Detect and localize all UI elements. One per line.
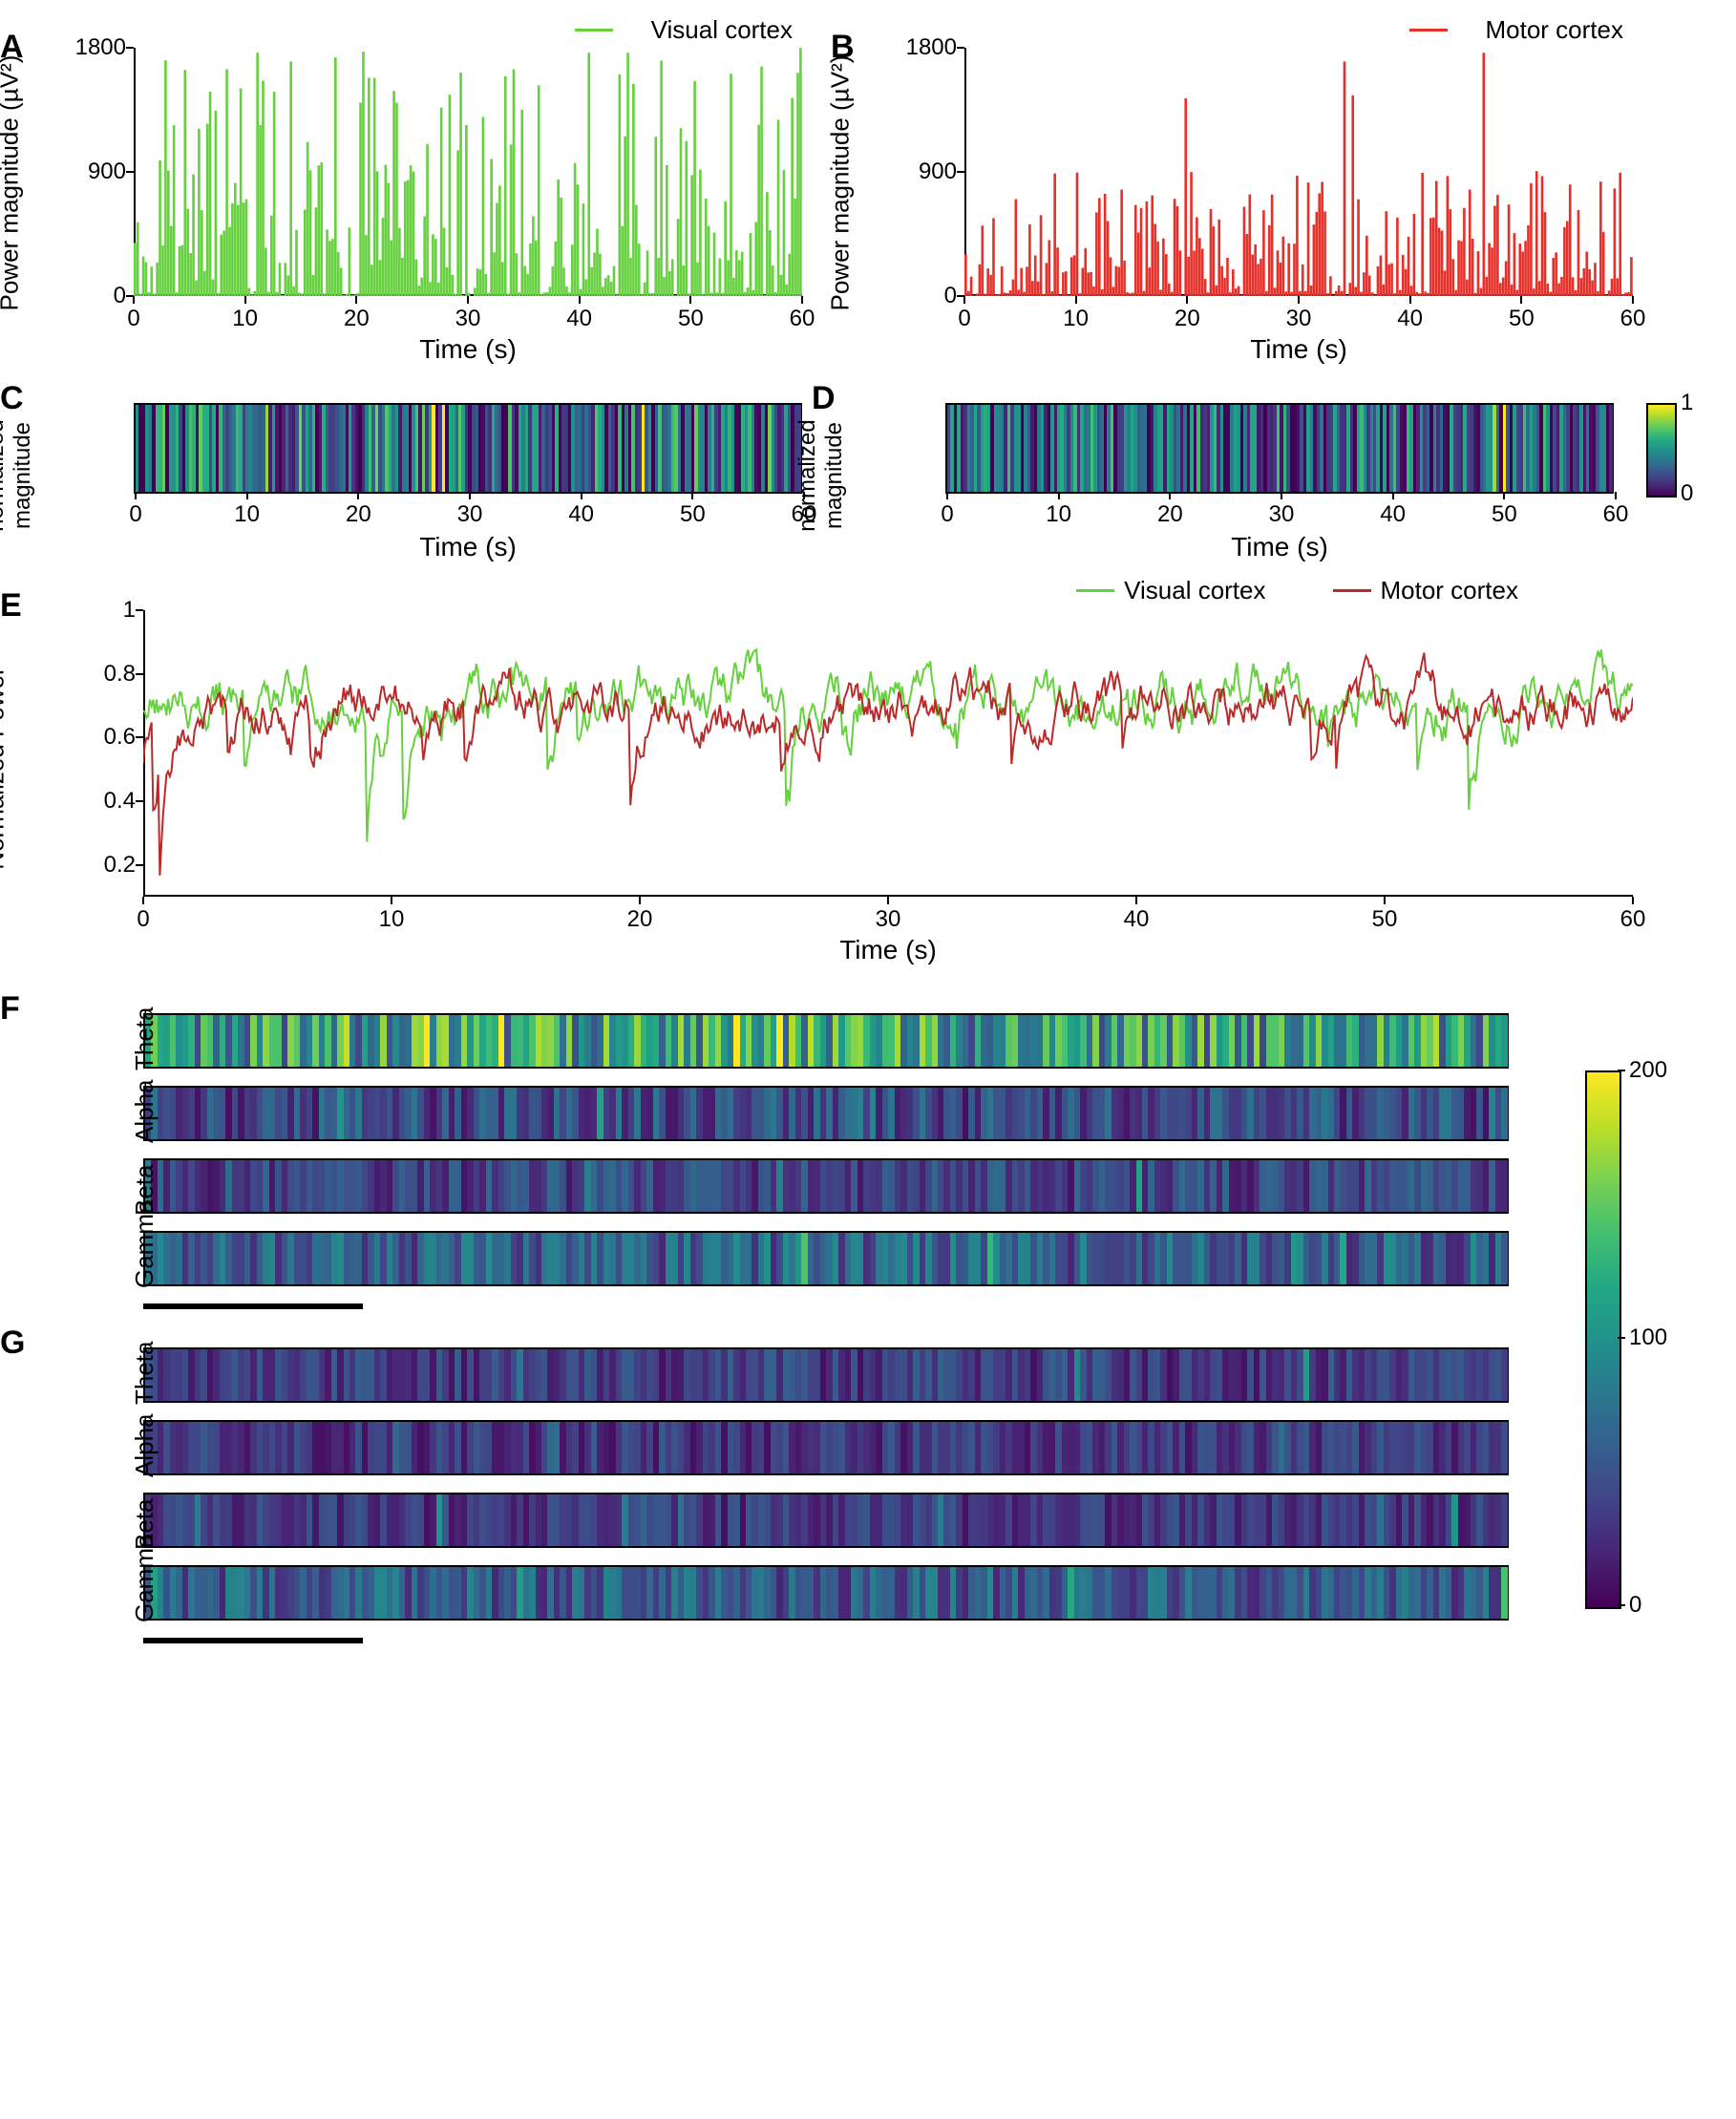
panel-letter: G xyxy=(0,1324,25,1362)
panel-F: FThetaAlphaBetaGamma xyxy=(38,1013,1537,1309)
x-axis-title: Time (s) xyxy=(945,532,1614,562)
panel-G: GThetaAlphaBetaGamma xyxy=(38,1347,1537,1643)
band-theta: Theta xyxy=(143,1013,1509,1069)
y-axis-title: normalizedmagnitude xyxy=(794,390,848,562)
band-beta: Beta xyxy=(143,1158,1509,1214)
band-label: Alpha xyxy=(130,1080,159,1144)
panel-A: APower magnitude (µV²)090018000102030405… xyxy=(38,48,821,365)
legend: Motor cortex xyxy=(1409,15,1624,45)
x-axis-title: Time (s) xyxy=(134,334,802,365)
band-label: Gamma xyxy=(130,1535,159,1622)
y-axis-title: Power magnitude (µV²) xyxy=(826,63,856,311)
scale-bar xyxy=(143,1303,363,1309)
band-label: Alpha xyxy=(130,1414,159,1478)
band-theta: Theta xyxy=(143,1347,1509,1403)
panel-E: ENormalized Power0.20.40.60.810102030405… xyxy=(38,610,1662,965)
colorbar-normalized-power: 01normalizedPower xyxy=(1646,403,1736,541)
panel-C: Cnormalizedmagnitude0102030405060Time (s… xyxy=(38,403,802,562)
panel-letter: F xyxy=(0,990,20,1028)
y-axis-title: normalizedmagnitude xyxy=(0,390,36,562)
band-label: Theta xyxy=(130,1007,159,1071)
band-label: Theta xyxy=(130,1342,159,1406)
scale-bar xyxy=(143,1638,363,1643)
legend-label: Motor cortex xyxy=(1486,15,1624,45)
x-axis-title: Time (s) xyxy=(134,532,802,562)
panel-letter: E xyxy=(0,587,22,625)
legend-label: Visual cortex xyxy=(651,15,793,45)
band-alpha: Alpha xyxy=(143,1420,1509,1475)
panel-D: Dnormalizedmagnitude0102030405060Time (s… xyxy=(850,403,1633,562)
legend: Visual cortexMotor cortex xyxy=(1076,576,1556,605)
band-gamma: Gamma xyxy=(143,1231,1509,1286)
legend: Visual cortex xyxy=(575,15,793,45)
colorbar-power-magnitude: 0100200Power magnitude (µV²) xyxy=(1585,1070,1732,1605)
x-axis-title: Time (s) xyxy=(964,334,1633,365)
y-axis-title: Normalized Power xyxy=(0,645,11,893)
band-gamma: Gamma xyxy=(143,1565,1509,1621)
panel-B: BPower magnitude (µV²)090018000102030405… xyxy=(869,48,1652,365)
band-alpha: Alpha xyxy=(143,1086,1509,1141)
band-beta: Beta xyxy=(143,1493,1509,1548)
y-axis-title: Power magnitude (µV²) xyxy=(0,63,25,311)
x-axis-title: Time (s) xyxy=(143,935,1633,965)
band-label: Gamma xyxy=(130,1200,159,1288)
